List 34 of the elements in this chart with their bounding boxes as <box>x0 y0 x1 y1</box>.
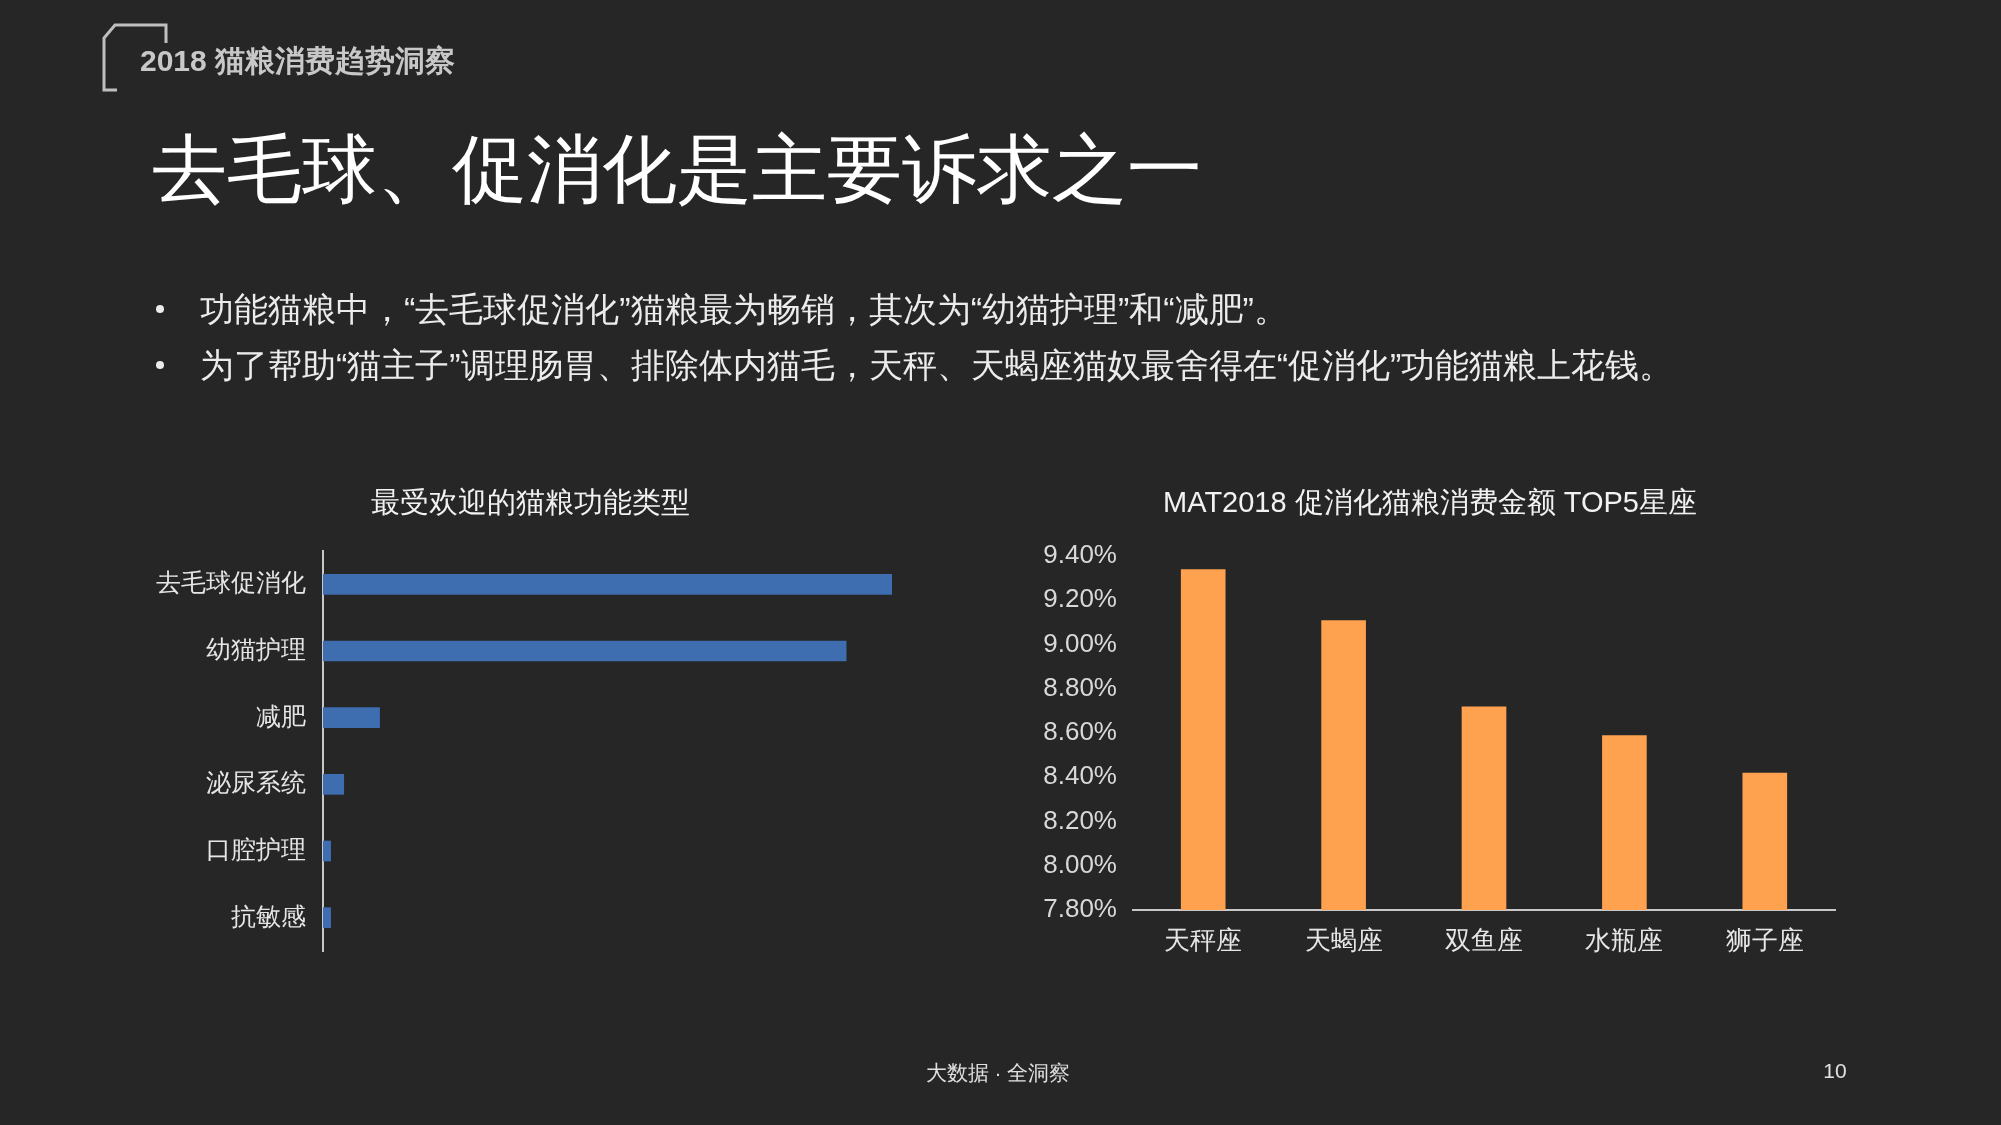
chart-title: MAT2018 促消化猫粮消费金额 TOP5星座 <box>1162 485 1698 520</box>
y-tick-label: 抗敏感 <box>231 901 306 930</box>
y-tick-label: 口腔护理 <box>206 834 306 863</box>
y-tick-label: 8.20% <box>1043 804 1117 835</box>
x-tick-label: 天蝎座 <box>1304 924 1383 955</box>
y-tick-label: 减肥 <box>256 701 306 730</box>
text: 2018 猫粮消费趋势洞察 <box>140 43 456 79</box>
y-tick-label: 8.80% <box>1043 671 1117 702</box>
bar <box>323 907 331 928</box>
y-tick-label: 泌尿系统 <box>206 768 306 797</box>
y-tick-label: 幼猫护理 <box>206 634 306 663</box>
bar <box>323 707 380 728</box>
bar <box>323 774 345 795</box>
y-tick-label: 8.60% <box>1043 716 1117 747</box>
y-tick-label: 去毛球促消化 <box>156 568 306 597</box>
y-tick-label: 8.00% <box>1043 848 1117 879</box>
bar <box>323 840 331 862</box>
y-tick-label: 9.00% <box>1043 627 1117 658</box>
y-tick-label: 9.40% <box>1043 539 1117 570</box>
bar <box>323 574 892 595</box>
text: 功能猫粮中，“去毛球促消化”猫粮最为畅销，其次为“幼猫护理”和“减肥”。 <box>200 289 1288 330</box>
x-tick-label: 狮子座 <box>1725 924 1804 955</box>
bar <box>323 640 847 662</box>
text: 为了帮助“猫主子”调理肠胃、排除体内猫毛，天秤、天蝎座猫奴最舍得在“促消化”功能猫粮上花钱。 <box>200 345 1674 386</box>
text: 10 <box>1823 1058 1847 1084</box>
x-tick-label: 水瓶座 <box>1585 924 1664 955</box>
y-tick-label: 9.20% <box>1043 583 1117 614</box>
text: 去毛球、促消化是主要诉求之一 <box>152 127 1202 211</box>
y-tick-label: 8.40% <box>1043 760 1117 791</box>
chart-title: 最受欢迎的猫粮功能类型 <box>369 485 691 520</box>
text: 大数据 · 全洞察 <box>925 1060 1071 1086</box>
x-tick-label: 天秤座 <box>1164 924 1243 955</box>
y-tick-label: 7.80% <box>1043 893 1117 924</box>
x-tick-label: 双鱼座 <box>1445 924 1523 955</box>
